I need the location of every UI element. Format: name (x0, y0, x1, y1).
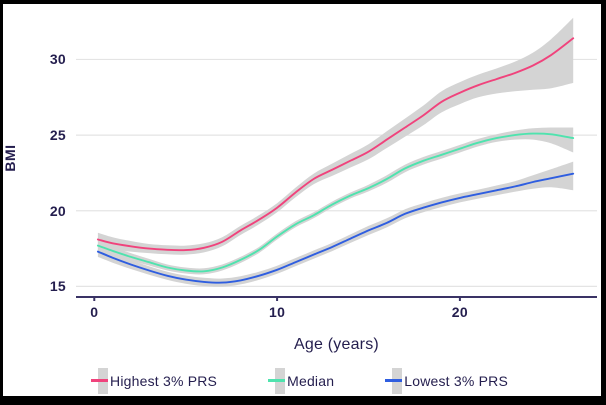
y-tick-label-20: 20 (49, 202, 66, 219)
x-tick-label-10: 10 (268, 304, 286, 320)
legend-swatch-lowest-3-prs (385, 368, 403, 394)
series-line-highest-3-prs (96, 37, 575, 252)
legend-item-median: Median (268, 368, 335, 394)
y-tick-label-30: 30 (49, 51, 66, 68)
y-tick-label-25: 25 (49, 127, 66, 144)
legend-line-swatch (385, 379, 403, 382)
x-tick-label-0: 0 (90, 304, 99, 320)
legend-item-lowest-3-prs: Lowest 3% PRS (385, 368, 508, 394)
legend-swatch-highest-3-prs (91, 368, 109, 394)
x-axis-title: Age (years) (294, 336, 379, 353)
legend-label: Median (287, 373, 335, 389)
series-line-median (96, 132, 575, 273)
y-tick-label-15: 15 (49, 278, 66, 295)
legend-swatch-median (268, 368, 286, 394)
legend-line-swatch (268, 379, 286, 382)
y-axis-title: BMI (2, 144, 18, 172)
confidence-band-median (97, 127, 574, 275)
legend-label: Highest 3% PRS (110, 373, 218, 389)
chart-legend: Highest 3% PRS Median Lowest 3% PRS (0, 366, 606, 396)
legend-item-highest-3-prs: Highest 3% PRS (91, 368, 218, 394)
x-tick-label-20: 20 (451, 304, 468, 320)
series-line-lowest-3-prs (96, 172, 575, 284)
legend-label: Lowest 3% PRS (404, 373, 508, 389)
legend-line-swatch (91, 379, 109, 382)
